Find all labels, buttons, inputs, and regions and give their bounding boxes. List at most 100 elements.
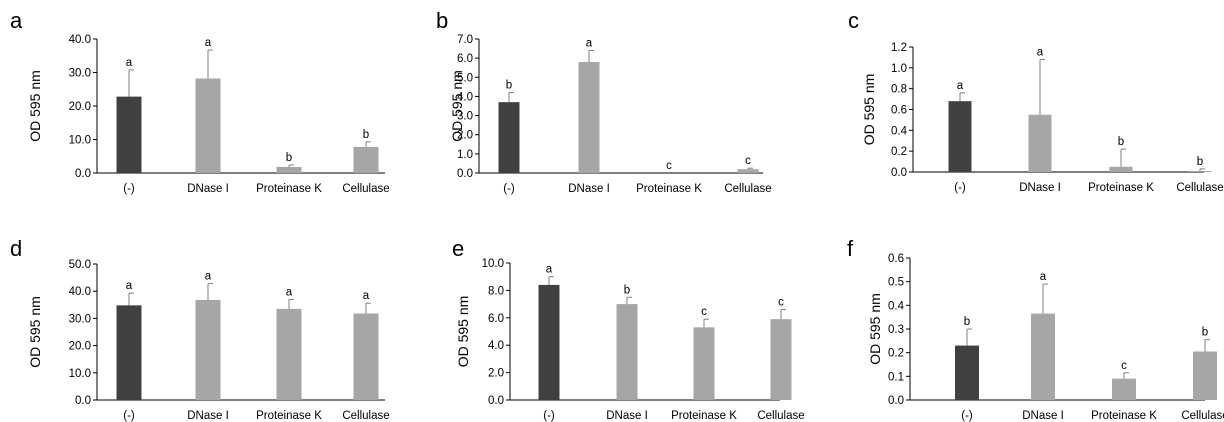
bar: [276, 166, 302, 173]
y-tick-label: 0.4: [888, 300, 905, 312]
bar: [955, 345, 979, 400]
significance-label: a: [957, 80, 964, 92]
y-tick-label: 20.0: [69, 341, 91, 353]
y-tick-label: 50.0: [69, 259, 91, 271]
x-tick-label: DNase I: [1022, 410, 1064, 422]
bar: [353, 313, 379, 400]
significance-label: b: [964, 316, 970, 328]
y-tick-label: 4.0: [488, 340, 504, 352]
x-tick-label: Cellulase: [757, 410, 804, 422]
significance-label: b: [286, 152, 292, 164]
bar: [1109, 166, 1133, 172]
chart-panel-c: c OD 595 nm 0.0 0.2 0.4 0.6 0.8 1.0 1.2 a (-) a DNas…: [848, 8, 1224, 194]
significance-label: a: [205, 37, 212, 49]
bar: [948, 101, 972, 172]
y-tick-label: 3.0: [457, 111, 473, 123]
y-tick-label: 20.0: [69, 101, 91, 113]
significance-label: c: [745, 155, 751, 167]
y-tick-label: 1.0: [891, 63, 907, 75]
panel-letter: d: [10, 236, 22, 261]
x-tick-label: DNase I: [187, 183, 229, 195]
y-tick-label: 30.0: [69, 313, 91, 325]
y-tick-label: 40.0: [69, 286, 91, 298]
bar: [1188, 170, 1212, 172]
y-tick-label: 40.0: [69, 34, 91, 46]
y-tick-label: 10.0: [69, 368, 91, 380]
significance-label: c: [778, 297, 784, 309]
x-tick-label: Proteinase K: [1091, 410, 1157, 422]
x-tick-label: (-): [123, 183, 135, 195]
panel-letter: e: [452, 236, 464, 261]
y-tick-label: 0.6: [891, 105, 907, 117]
y-tick-label: 0.2: [888, 348, 904, 360]
x-tick-label: DNase I: [187, 410, 229, 422]
bar: [1193, 351, 1217, 400]
x-tick-label: (-): [954, 182, 966, 194]
bar: [353, 146, 379, 173]
bar: [1031, 313, 1055, 400]
x-tick-label: (-): [961, 410, 973, 422]
y-tick-label: 10.0: [482, 258, 504, 270]
x-tick-label: Proteinase K: [256, 410, 322, 422]
x-tick-label: (-): [543, 410, 555, 422]
y-tick-label: 6.0: [457, 53, 473, 65]
significance-label: a: [586, 37, 593, 49]
y-tick-label: 10.0: [69, 135, 91, 147]
bar: [498, 102, 520, 173]
x-tick-label: Proteinase K: [256, 183, 322, 195]
bar: [1028, 114, 1052, 172]
y-tick-label: 0.0: [488, 395, 504, 407]
x-tick-label: Cellulase: [342, 410, 389, 422]
y-tick-label: 0.0: [891, 167, 907, 179]
y-tick-label: 0.6: [888, 253, 904, 265]
y-tick-label: 6.0: [488, 313, 504, 325]
bar: [1112, 378, 1136, 400]
bar: [116, 305, 142, 400]
chart-panel-f: f OD 595 nm 0.0 0.1 0.2 0.3 0.4 0.5 0.6 b (-) a DNas…: [847, 236, 1224, 422]
y-tick-label: 7.0: [457, 34, 473, 46]
y-tick-label: 0.5: [888, 277, 904, 289]
significance-label: c: [701, 306, 707, 318]
bar: [116, 96, 142, 173]
panel-letter: b: [436, 8, 448, 33]
y-axis-label: OD 595 nm: [867, 293, 883, 365]
significance-label: b: [1202, 327, 1208, 339]
significance-label: b: [1118, 136, 1124, 148]
y-tick-label: 0.0: [75, 168, 91, 180]
x-tick-label: Proteinase K: [1088, 182, 1154, 194]
significance-label: a: [286, 286, 293, 298]
significance-label: b: [506, 80, 512, 92]
y-tick-label: 0.0: [888, 395, 904, 407]
significance-label: a: [546, 264, 553, 276]
panel-letter: f: [847, 236, 854, 261]
significance-label: a: [126, 280, 133, 292]
x-tick-label: Cellulase: [724, 183, 771, 195]
y-tick-label: 1.2: [891, 42, 907, 54]
y-axis-label: OD 595 nm: [27, 70, 43, 142]
bar: [616, 304, 638, 400]
chart-panel-e: e OD 595 nm 0.0 2.0 4.0 6.0 8.0 10.0 a (-) b DNase …: [452, 236, 805, 422]
panel-letter: c: [848, 8, 859, 33]
significance-label: b: [363, 129, 369, 141]
significance-label: a: [126, 57, 133, 69]
x-tick-label: Cellulase: [342, 183, 389, 195]
y-tick-label: 5.0: [457, 72, 473, 84]
y-tick-label: 0.2: [891, 146, 907, 158]
chart-panel-d: d OD 595 nm 0.0 10.0 20.0 30.0 40.0 50.0 a (-) a DN…: [10, 236, 390, 422]
y-tick-label: 2.0: [457, 130, 473, 142]
y-axis-label: OD 595 nm: [455, 296, 471, 368]
bar: [195, 299, 221, 400]
significance-label: a: [1040, 271, 1047, 283]
y-tick-label: 2.0: [488, 368, 504, 380]
significance-label: a: [205, 271, 212, 283]
significance-label: b: [1197, 156, 1203, 168]
significance-label: a: [363, 290, 370, 302]
y-tick-label: 0.0: [457, 168, 473, 180]
y-tick-label: 8.0: [488, 285, 504, 297]
panel-letter: a: [10, 8, 23, 33]
chart-panel-b: b OD 595 nm 0.0 1.0 2.0 3.0 4.0 5.0 6.0 7.0 b (-) a D…: [436, 8, 772, 195]
y-tick-label: 4.0: [457, 91, 473, 103]
x-tick-label: DNase I: [606, 410, 648, 422]
y-tick-label: 0.8: [891, 84, 907, 96]
